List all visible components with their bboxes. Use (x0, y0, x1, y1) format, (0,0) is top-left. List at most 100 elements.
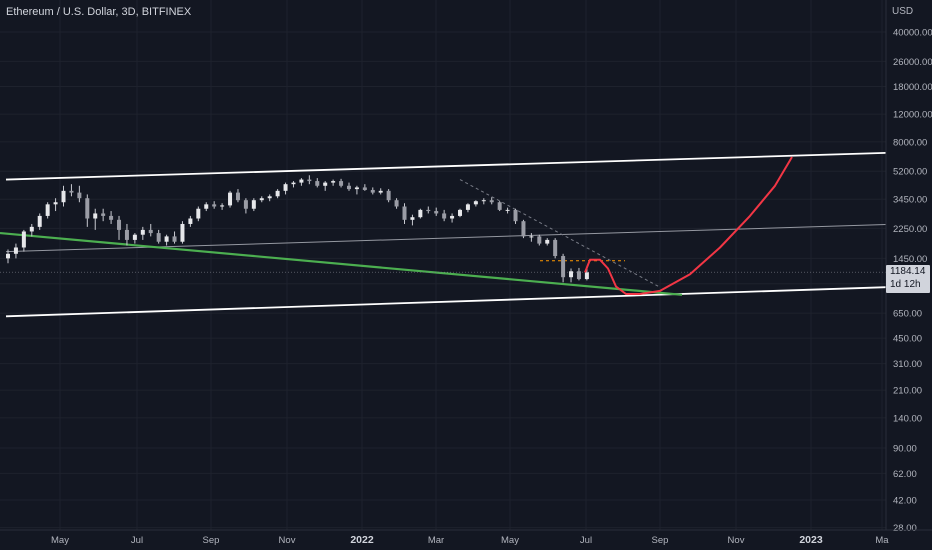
candle-body (481, 200, 486, 202)
y-tick-label: 28.00 (893, 523, 917, 534)
candle-body (450, 215, 455, 219)
candle-body (117, 219, 122, 230)
candle-body (426, 209, 431, 212)
x-tick-label: Jul (580, 535, 592, 546)
y-tick-label: 8000.00 (893, 137, 927, 148)
candle-body (21, 231, 26, 248)
candle-body (346, 185, 351, 190)
x-tick-label: Ma (875, 535, 889, 546)
projection-path (584, 156, 793, 295)
y-tick-label: 2250.00 (893, 224, 927, 235)
candle-body (13, 247, 18, 254)
candle-body (569, 271, 574, 278)
time-axis: May Jul Sep Nov 2022 Mar May Jul Sep Nov 2023 Ma (0, 529, 932, 546)
x-tick-label: 2023 (799, 534, 823, 546)
candle-body (283, 184, 288, 191)
y-tick-label: 26000.00 (893, 57, 932, 68)
candle-body (220, 205, 225, 207)
candle-body (576, 271, 581, 280)
candle-body (489, 200, 494, 203)
y-tick-label: 650.00 (893, 309, 922, 320)
candle-body (29, 226, 34, 232)
candle-body (6, 253, 10, 259)
last-price-value: 1184.14 (890, 266, 926, 277)
candle-body (545, 239, 550, 244)
x-tick-label: 2022 (350, 534, 374, 546)
candle-body (561, 256, 566, 278)
candle-body (267, 196, 272, 199)
y-tick-label: 40000.00 (893, 28, 932, 39)
candle-body (275, 190, 280, 197)
candle-body (473, 201, 478, 205)
candle-body (339, 181, 344, 186)
candle-body (394, 200, 399, 207)
y-tick-label: 42.00 (893, 496, 917, 507)
candle-body (45, 204, 50, 216)
candle-body (291, 182, 296, 185)
candle-body (85, 198, 90, 219)
candle-body (204, 204, 209, 209)
y-tick-label: 450.00 (893, 334, 922, 345)
candle-body (101, 213, 106, 216)
candle-body (132, 234, 137, 240)
candles (6, 175, 589, 283)
candle-body (164, 236, 169, 242)
candle-body (180, 223, 185, 242)
candle-body (362, 187, 367, 190)
candle-body (228, 192, 233, 206)
candle-body (243, 200, 248, 209)
candle-body (410, 217, 415, 220)
candle-body (465, 204, 470, 210)
y-tick-label: 310.00 (893, 359, 922, 370)
candle-body (378, 190, 383, 193)
y-tick-label: 12000.00 (893, 110, 932, 121)
y-tick-label: 90.00 (893, 443, 917, 454)
candle-body (259, 198, 264, 201)
candle-body (497, 202, 502, 210)
candle-body (93, 213, 98, 219)
candle-body (140, 229, 145, 235)
symbol-title: Ethereum / U.S. Dollar, 3D, BITFINEX (6, 6, 192, 18)
y-tick-label: 210.00 (893, 386, 922, 397)
x-tick-label: Jul (131, 535, 143, 546)
candle-body (458, 209, 463, 216)
candle-body (331, 181, 336, 183)
y-tick-label: 3450.00 (893, 195, 927, 206)
candle-body (251, 200, 256, 209)
x-tick-label: Nov (279, 535, 296, 546)
candle-body (53, 202, 58, 205)
candle-body (370, 189, 375, 193)
candle-body (299, 179, 304, 183)
candle-body (434, 211, 439, 214)
descending-trend-line (459, 179, 661, 288)
candle-body (553, 239, 558, 257)
y-tick-label: 1450.00 (893, 254, 927, 265)
x-tick-label: Nov (728, 535, 745, 546)
candle-body (109, 215, 114, 220)
candle-body (172, 236, 177, 242)
last-price-countdown: 1d 12h (890, 279, 921, 290)
candle-body (354, 187, 359, 190)
candle-body (188, 218, 193, 224)
x-tick-label: Mar (428, 535, 444, 546)
projection (584, 156, 793, 295)
y-tick-label: 5200.00 (893, 167, 927, 178)
candle-body (537, 236, 542, 244)
candle-body (513, 209, 518, 222)
candle-body (505, 209, 510, 211)
candle-body (77, 192, 82, 199)
candle-body (402, 206, 407, 220)
candle-body (156, 233, 161, 242)
channel-lower-line (5, 286, 887, 318)
candle-body (386, 190, 391, 201)
candle-body (529, 236, 534, 238)
candle-body (315, 181, 320, 186)
candle-body (69, 190, 74, 193)
candle-body (37, 215, 42, 227)
candle-body (521, 221, 526, 237)
x-tick-label: Sep (203, 535, 220, 546)
channel-lines (0, 152, 887, 318)
y-tick-label: 18000.00 (893, 82, 932, 93)
currency-label: USD (892, 6, 914, 17)
